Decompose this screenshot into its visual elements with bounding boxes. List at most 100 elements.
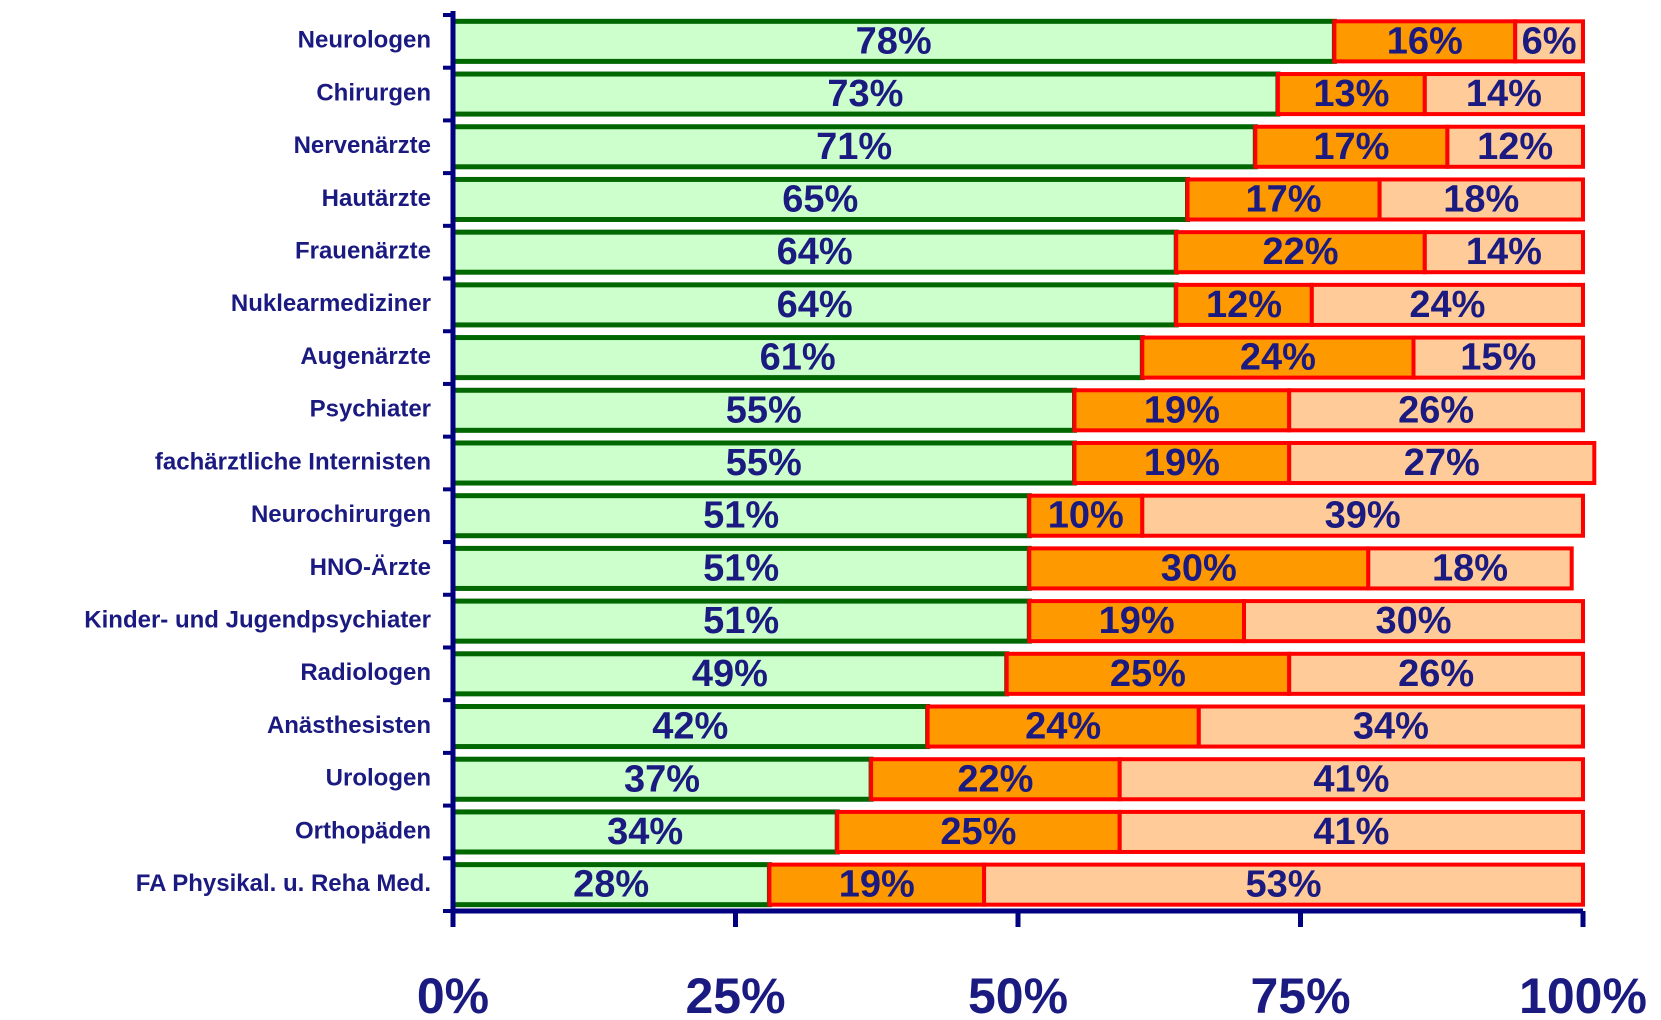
x-tick-label: 100% <box>1519 968 1647 1020</box>
data-label: 64% <box>777 231 853 273</box>
y-tick-label: Nuklearmediziner <box>231 290 431 317</box>
y-tick-label: fachärztliche Internisten <box>155 448 431 475</box>
data-label: 28% <box>573 864 649 906</box>
data-label: 34% <box>1353 706 1429 748</box>
data-label: 24% <box>1240 337 1316 379</box>
bar-segment <box>1445 124 1586 169</box>
bar-segment <box>1275 72 1427 117</box>
data-label: 65% <box>782 179 858 221</box>
bar-segment <box>1332 19 1518 64</box>
bar-segment <box>1117 757 1585 802</box>
bar-segment <box>1117 809 1585 854</box>
y-tick-label: Hautärzte <box>322 185 431 212</box>
data-label: 18% <box>1443 179 1519 221</box>
bar-segment <box>1004 651 1292 696</box>
bar-segment <box>1253 124 1450 169</box>
data-label: 15% <box>1460 337 1536 379</box>
y-tick-label: Radiologen <box>300 659 431 686</box>
x-tick-label: 25% <box>685 968 785 1020</box>
y-tick-label: Urologen <box>326 765 431 792</box>
data-label: 73% <box>827 73 903 115</box>
data-label: 37% <box>624 758 700 800</box>
y-tick-label: Nervenärzte <box>294 132 431 159</box>
y-tick-label: Neurochirurgen <box>251 501 431 528</box>
data-label: 39% <box>1325 495 1401 537</box>
data-label: 49% <box>692 653 768 695</box>
bar-segment <box>1422 230 1586 275</box>
data-label: 12% <box>1477 126 1553 168</box>
y-tick-label: FA Physikal. u. Reha Med. <box>136 870 431 897</box>
bar-segment <box>1027 599 1247 644</box>
data-label: 12% <box>1206 284 1282 326</box>
data-label: 17% <box>1246 179 1322 221</box>
bar-segment <box>1140 335 1416 380</box>
bar-segment <box>1411 335 1585 380</box>
data-label: 30% <box>1375 600 1451 642</box>
bar-segment <box>1196 704 1586 749</box>
data-label: 26% <box>1398 653 1474 695</box>
y-tick-label: Kinder- und Jugendpsychiater <box>84 606 431 633</box>
data-label: 42% <box>652 706 728 748</box>
bar-segment <box>1287 440 1597 486</box>
data-label: 19% <box>1099 600 1175 642</box>
data-label: 13% <box>1313 73 1389 115</box>
data-label: 78% <box>856 20 932 62</box>
y-tick-label: HNO-Ärzte <box>310 554 431 581</box>
bar-segment <box>1242 599 1585 644</box>
bar-segment <box>1140 493 1586 538</box>
data-label: 14% <box>1466 231 1542 273</box>
data-label: 55% <box>726 389 802 431</box>
data-label: 18% <box>1432 547 1508 589</box>
bar-segment <box>450 335 1145 381</box>
data-label: 17% <box>1313 126 1389 168</box>
data-label: 19% <box>1144 442 1220 484</box>
bar-segment <box>450 545 1032 591</box>
y-tick-label: Chirurgen <box>316 79 431 106</box>
data-label: 24% <box>1025 706 1101 748</box>
bar-segment <box>1174 282 1314 327</box>
bar-segment <box>1366 546 1574 591</box>
y-tick-label: Augenärzte <box>300 343 431 370</box>
bar-segment <box>1309 282 1586 327</box>
data-label: 34% <box>607 811 683 853</box>
bar-segment <box>1287 651 1585 696</box>
bar-segment <box>767 862 987 907</box>
data-label: 25% <box>940 811 1016 853</box>
y-tick-label: Neurologen <box>298 27 431 54</box>
data-label: 6% <box>1522 20 1577 62</box>
bar-segment <box>835 809 1122 854</box>
y-tick-label: Frauenärzte <box>295 238 431 265</box>
data-label: 24% <box>1409 284 1485 326</box>
y-tick-label: Orthopäden <box>295 817 431 844</box>
bar-segment <box>1072 388 1292 433</box>
data-label: 14% <box>1466 73 1542 115</box>
data-label: 53% <box>1246 864 1322 906</box>
bar-segment <box>982 862 1585 907</box>
data-label: 16% <box>1387 20 1463 62</box>
data-label: 22% <box>957 758 1033 800</box>
y-tick-label: Anästhesisten <box>267 712 431 739</box>
bar-segment <box>1377 177 1585 222</box>
data-label: 61% <box>760 337 836 379</box>
data-label: 41% <box>1313 758 1389 800</box>
bar-segment <box>1422 72 1586 117</box>
data-label: 22% <box>1262 231 1338 273</box>
bar-segment <box>1287 388 1585 433</box>
data-label: 19% <box>1144 389 1220 431</box>
x-tick-label: 50% <box>968 968 1068 1020</box>
data-label: 25% <box>1110 653 1186 695</box>
data-label: 51% <box>703 600 779 642</box>
data-label: 30% <box>1161 547 1237 589</box>
bar-segment <box>1513 19 1585 64</box>
data-label: 71% <box>816 126 892 168</box>
data-label: 51% <box>703 547 779 589</box>
bar-segment <box>450 651 1010 697</box>
data-label: 41% <box>1313 811 1389 853</box>
data-label: 27% <box>1404 442 1480 484</box>
y-tick-label: Psychiater <box>310 396 431 423</box>
data-label: 19% <box>839 864 915 906</box>
data-label: 55% <box>726 442 802 484</box>
data-label: 10% <box>1048 495 1124 537</box>
data-label: 51% <box>703 495 779 537</box>
